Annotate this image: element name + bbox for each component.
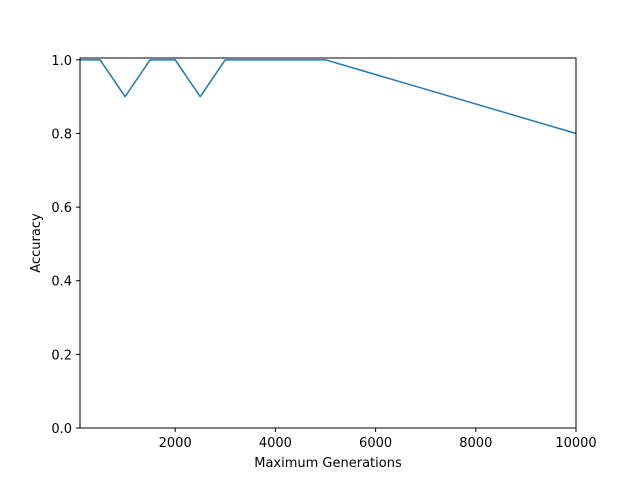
x-tick-label: 2000 [159, 436, 192, 451]
x-tick-label: 8000 [459, 436, 492, 451]
x-axis-ticks: 2000 4000 6000 8000 10000 [159, 428, 597, 451]
y-tick-label: 0.0 [51, 422, 72, 437]
y-axis-label: Accuracy [29, 213, 44, 273]
x-axis-label: Maximum Generations [254, 456, 402, 471]
x-tick-label: 10000 [555, 436, 596, 451]
x-tick-label: 6000 [359, 436, 392, 451]
y-tick-label: 0.6 [51, 201, 72, 216]
plot-lines [80, 59, 577, 135]
y-tick-label: 0.2 [51, 348, 72, 363]
axes-frame [79, 57, 577, 429]
y-tick-label: 0.8 [51, 127, 72, 142]
y-tick-label: 1.0 [51, 54, 72, 69]
series-line-0 [80, 59, 577, 135]
y-axis-ticks: 0.0 0.2 0.4 0.6 0.8 1.0 [51, 54, 80, 437]
x-tick-label: 4000 [259, 436, 292, 451]
y-tick-label: 0.4 [51, 275, 72, 290]
